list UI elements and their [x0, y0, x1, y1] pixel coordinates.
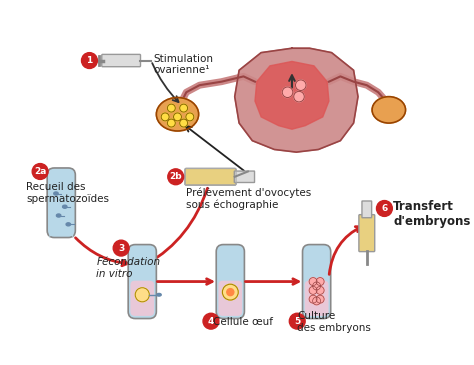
- Circle shape: [82, 53, 97, 69]
- Text: 1: 1: [86, 56, 92, 65]
- FancyBboxPatch shape: [47, 168, 75, 238]
- Circle shape: [161, 113, 169, 121]
- Circle shape: [283, 87, 293, 97]
- Circle shape: [289, 313, 305, 329]
- Polygon shape: [255, 61, 329, 129]
- Text: Prélèvement d'ovocytes
sous échographie: Prélèvement d'ovocytes sous échographie: [186, 187, 311, 210]
- Text: Fécondation
in vitro: Fécondation in vitro: [97, 257, 161, 278]
- Circle shape: [173, 113, 182, 121]
- Ellipse shape: [63, 205, 67, 208]
- Ellipse shape: [56, 214, 61, 217]
- Circle shape: [227, 289, 234, 296]
- FancyBboxPatch shape: [102, 54, 140, 67]
- Circle shape: [316, 278, 324, 285]
- FancyBboxPatch shape: [49, 230, 73, 239]
- Text: 2b: 2b: [169, 172, 182, 181]
- Text: 6: 6: [381, 204, 388, 213]
- Circle shape: [168, 169, 183, 185]
- Ellipse shape: [54, 192, 58, 195]
- Text: Cellule œuf: Cellule œuf: [213, 317, 273, 327]
- Text: 2a: 2a: [34, 167, 46, 176]
- Ellipse shape: [157, 293, 161, 296]
- Text: Stimulation
ovarienne¹: Stimulation ovarienne¹: [154, 54, 214, 75]
- Ellipse shape: [66, 223, 71, 226]
- FancyBboxPatch shape: [128, 245, 156, 319]
- FancyBboxPatch shape: [362, 201, 372, 218]
- FancyBboxPatch shape: [130, 281, 154, 316]
- Text: 4: 4: [208, 317, 214, 326]
- Circle shape: [222, 284, 238, 300]
- Text: Recueil des
spermatozoïdes: Recueil des spermatozoïdes: [26, 182, 109, 204]
- Circle shape: [167, 119, 175, 127]
- Circle shape: [180, 119, 188, 127]
- Circle shape: [113, 240, 129, 256]
- Circle shape: [203, 313, 219, 329]
- Circle shape: [376, 200, 392, 216]
- Text: 3: 3: [118, 243, 124, 253]
- Circle shape: [313, 297, 320, 305]
- Polygon shape: [235, 48, 358, 152]
- Ellipse shape: [372, 97, 406, 123]
- FancyBboxPatch shape: [302, 245, 331, 319]
- Circle shape: [186, 113, 194, 121]
- Circle shape: [313, 282, 320, 290]
- Text: 5: 5: [294, 317, 301, 326]
- Circle shape: [295, 80, 306, 91]
- Circle shape: [167, 104, 175, 112]
- FancyBboxPatch shape: [234, 171, 255, 182]
- Circle shape: [180, 104, 188, 112]
- Circle shape: [309, 278, 317, 285]
- Circle shape: [32, 164, 48, 180]
- Circle shape: [309, 287, 317, 294]
- Circle shape: [309, 295, 317, 303]
- Circle shape: [294, 91, 304, 102]
- FancyBboxPatch shape: [219, 281, 242, 316]
- Text: Culture
des embryons: Culture des embryons: [297, 311, 371, 333]
- Circle shape: [316, 287, 324, 294]
- FancyBboxPatch shape: [185, 168, 236, 185]
- Text: Transfert
d'embryons: Transfert d'embryons: [393, 200, 471, 228]
- FancyBboxPatch shape: [305, 281, 328, 316]
- Circle shape: [135, 288, 149, 302]
- FancyBboxPatch shape: [359, 215, 375, 251]
- Ellipse shape: [156, 97, 199, 131]
- FancyBboxPatch shape: [216, 245, 245, 319]
- Circle shape: [316, 295, 324, 303]
